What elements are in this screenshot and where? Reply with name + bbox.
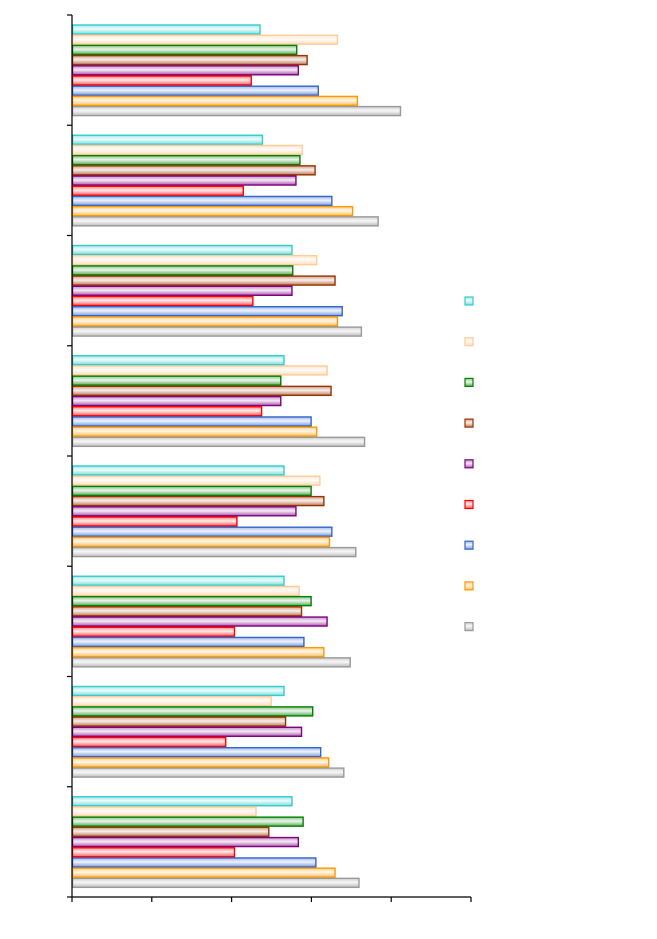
legend-swatch-series-3 (464, 377, 474, 387)
bar-series-7-group-1 (71, 85, 319, 96)
bar-series-8-group-3 (71, 316, 339, 327)
bar-series-3-group-6 (71, 595, 312, 607)
bar-series-2-group-2 (71, 144, 304, 156)
bar-series-2-group-1 (71, 34, 339, 45)
bar-series-5-group-8 (71, 836, 300, 848)
bar-series-6-group-5 (71, 516, 238, 527)
legend-swatch-series-7 (464, 540, 474, 550)
bar-series-2-group-8 (71, 806, 257, 817)
bar-series-7-group-3 (71, 306, 343, 317)
bar-series-6-group-4 (71, 406, 263, 417)
bar-series-9-group-7 (71, 767, 345, 778)
bar-series-9-group-2 (71, 216, 379, 227)
bar-series-9-group-3 (71, 326, 363, 337)
bar-series-6-group-2 (71, 185, 244, 196)
bar-series-6-group-8 (71, 847, 236, 858)
axes-layer (67, 14, 472, 902)
bar-series-7-group-2 (71, 195, 333, 207)
bar-series-5-group-5 (71, 506, 297, 517)
bar-series-3-group-5 (71, 485, 312, 497)
bar-series-1-group-7 (71, 685, 285, 697)
bar-series-1-group-3 (71, 244, 293, 256)
bar-series-2-group-5 (71, 475, 321, 486)
legend-swatch-series-8 (464, 581, 474, 591)
bar-series-5-group-1 (71, 65, 300, 76)
bar-series-6-group-7 (71, 736, 227, 748)
bar-series-6-group-1 (71, 75, 252, 86)
bar-series-3-group-1 (71, 44, 298, 56)
bar-series-4-group-7 (71, 716, 287, 727)
bar-series-6-group-3 (71, 295, 254, 307)
bar-series-4-group-4 (71, 385, 332, 397)
bar-series-6-group-6 (71, 626, 236, 637)
bar-series-8-group-5 (71, 536, 331, 548)
bar-series-9-group-5 (71, 546, 357, 558)
bar-series-1-group-2 (71, 134, 264, 145)
bar-series-1-group-6 (71, 575, 285, 586)
bar-series-8-group-8 (71, 867, 336, 878)
legend-swatch-series-6 (464, 499, 474, 510)
bar-series-4-group-2 (71, 165, 316, 176)
bar-series-1-group-1 (71, 24, 261, 35)
bar-series-9-group-8 (71, 877, 360, 889)
bar-series-8-group-7 (71, 757, 330, 768)
bar-series-2-group-6 (71, 585, 300, 597)
bar-series-3-group-7 (71, 706, 314, 717)
bar-series-2-group-4 (71, 365, 328, 376)
bar-series-8-group-2 (71, 205, 354, 217)
bar-series-5-group-7 (71, 726, 303, 737)
bar-series-3-group-8 (71, 816, 304, 827)
bar-series-9-group-6 (71, 657, 351, 668)
bar-series-5-group-6 (71, 616, 328, 627)
bar-series-8-group-1 (71, 95, 359, 107)
legend-swatch-series-2 (464, 337, 474, 347)
bar-series-4-group-3 (71, 275, 336, 286)
bar-series-7-group-7 (71, 747, 322, 758)
bar-series-9-group-4 (71, 436, 366, 448)
legend-swatch-series-4 (464, 418, 474, 428)
bar-series-3-group-2 (71, 154, 301, 166)
bar-series-3-group-4 (71, 375, 282, 386)
bar-series-7-group-4 (71, 416, 312, 427)
bar-series-5-group-2 (71, 175, 297, 186)
legend-swatch-series-5 (464, 459, 474, 469)
bar-series-9-group-1 (71, 105, 402, 117)
bar-series-1-group-4 (71, 355, 285, 366)
bar-series-7-group-8 (71, 857, 317, 868)
bar-series-7-group-5 (71, 526, 333, 537)
legend (464, 296, 474, 632)
bar-series-8-group-4 (71, 426, 318, 437)
bar-series-3-group-3 (71, 265, 294, 276)
bars-layer (71, 24, 402, 889)
bar-series-8-group-6 (71, 646, 325, 658)
bar-series-5-group-4 (71, 395, 282, 407)
legend-swatch-series-9 (464, 621, 474, 632)
bar-series-4-group-1 (71, 54, 308, 66)
bar-series-4-group-5 (71, 495, 325, 507)
bar-series-2-group-3 (71, 254, 318, 266)
bar-series-7-group-6 (71, 636, 305, 648)
bar-series-4-group-8 (71, 826, 270, 838)
legend-swatch-series-1 (464, 296, 474, 306)
bar-series-2-group-7 (71, 696, 272, 707)
bar-series-4-group-6 (71, 606, 303, 617)
bar-series-1-group-5 (71, 465, 285, 476)
bar-series-5-group-3 (71, 285, 293, 296)
bar-series-1-group-8 (71, 796, 293, 807)
